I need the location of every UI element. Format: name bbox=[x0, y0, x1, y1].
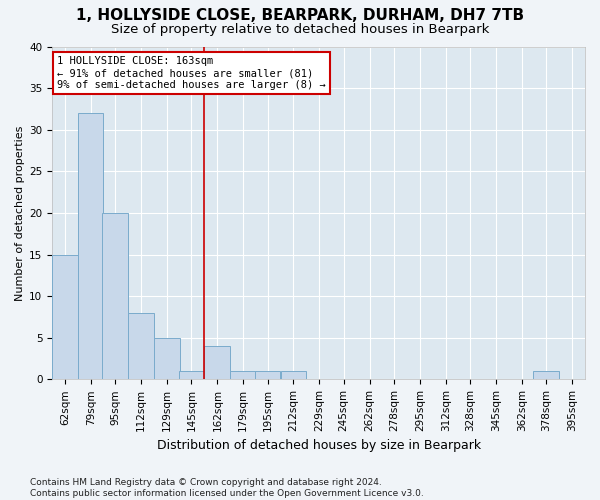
Text: 1, HOLLYSIDE CLOSE, BEARPARK, DURHAM, DH7 7TB: 1, HOLLYSIDE CLOSE, BEARPARK, DURHAM, DH… bbox=[76, 8, 524, 22]
Bar bbox=[78, 113, 103, 380]
Bar bbox=[254, 371, 280, 380]
Text: Contains HM Land Registry data © Crown copyright and database right 2024.
Contai: Contains HM Land Registry data © Crown c… bbox=[30, 478, 424, 498]
Bar bbox=[154, 338, 179, 380]
Bar bbox=[128, 313, 154, 380]
Bar bbox=[281, 371, 306, 380]
X-axis label: Distribution of detached houses by size in Bearpark: Distribution of detached houses by size … bbox=[157, 440, 481, 452]
Bar bbox=[533, 371, 559, 380]
Bar bbox=[179, 371, 204, 380]
Bar bbox=[103, 213, 128, 380]
Text: Size of property relative to detached houses in Bearpark: Size of property relative to detached ho… bbox=[111, 22, 489, 36]
Y-axis label: Number of detached properties: Number of detached properties bbox=[15, 125, 25, 300]
Bar bbox=[230, 371, 256, 380]
Bar bbox=[52, 254, 77, 380]
Text: 1 HOLLYSIDE CLOSE: 163sqm
← 91% of detached houses are smaller (81)
9% of semi-d: 1 HOLLYSIDE CLOSE: 163sqm ← 91% of detac… bbox=[58, 56, 326, 90]
Bar bbox=[205, 346, 230, 380]
